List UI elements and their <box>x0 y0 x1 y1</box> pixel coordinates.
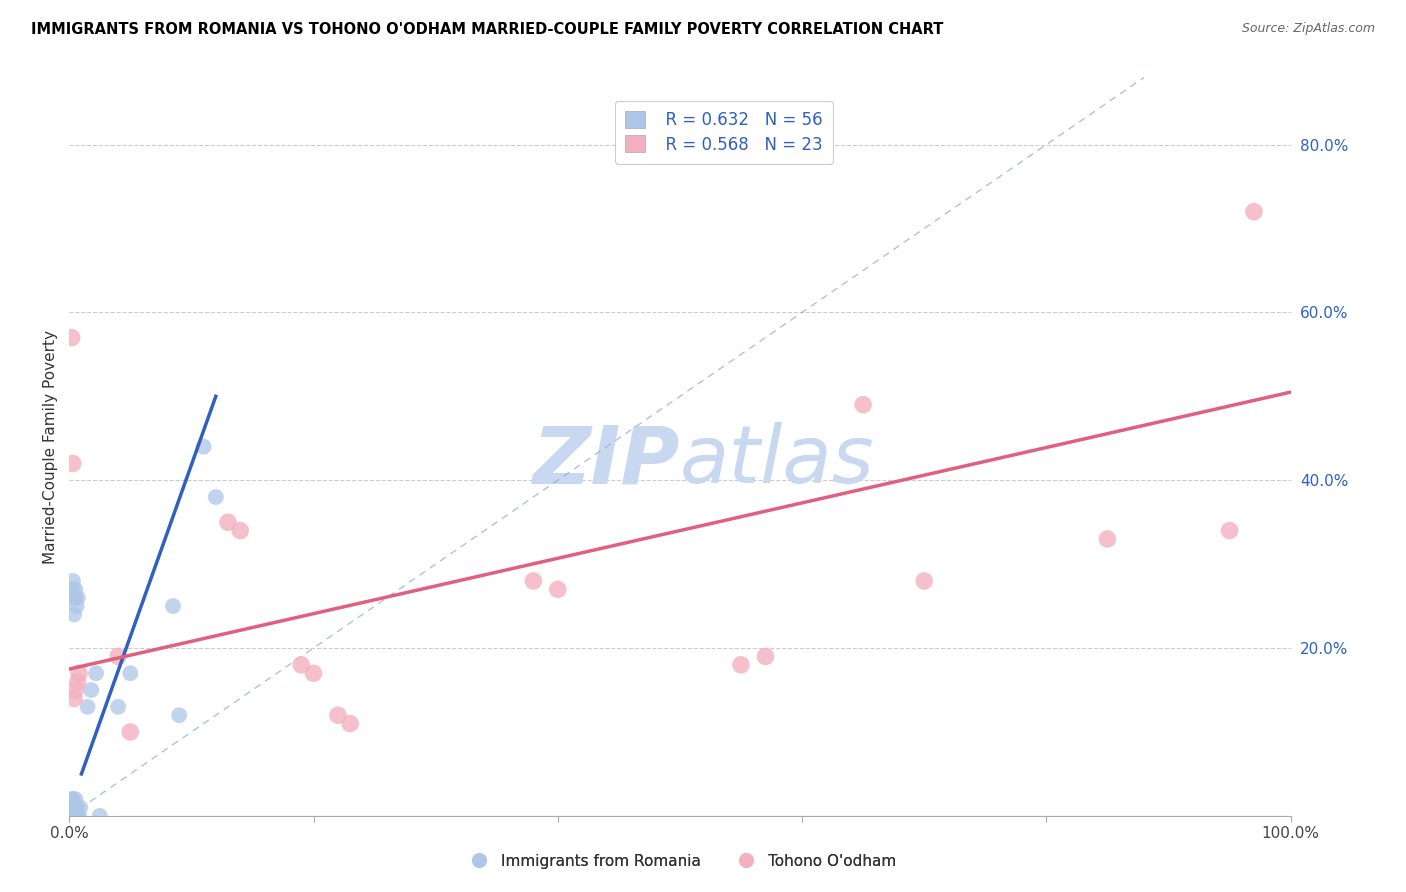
Point <box>204 490 226 504</box>
Point <box>547 582 569 597</box>
Point <box>62 582 84 597</box>
Point <box>62 800 84 814</box>
Point <box>63 809 86 823</box>
Point <box>60 809 83 823</box>
Point <box>84 666 107 681</box>
Point <box>60 792 83 806</box>
Point <box>730 657 752 672</box>
Point <box>60 800 83 814</box>
Point <box>66 591 89 605</box>
Point <box>62 792 84 806</box>
Point <box>65 809 87 823</box>
Y-axis label: Married-Couple Family Poverty: Married-Couple Family Poverty <box>44 330 58 564</box>
Point <box>1243 204 1265 219</box>
Point <box>66 809 89 823</box>
Point <box>290 657 312 672</box>
Text: Source: ZipAtlas.com: Source: ZipAtlas.com <box>1241 22 1375 36</box>
Point <box>65 582 87 597</box>
Point <box>63 809 86 823</box>
Point <box>522 574 544 588</box>
Point <box>754 649 776 664</box>
Point <box>107 649 129 664</box>
Point <box>63 800 86 814</box>
Point <box>69 800 91 814</box>
Point <box>65 792 87 806</box>
Point <box>66 674 89 689</box>
Point <box>62 809 84 823</box>
Point <box>229 524 252 538</box>
Point <box>60 800 83 814</box>
Point <box>59 809 82 823</box>
Point <box>60 809 83 823</box>
Point <box>217 515 239 529</box>
Point <box>65 683 87 698</box>
Point <box>59 809 82 823</box>
Point <box>162 599 184 613</box>
Point <box>76 699 98 714</box>
Point <box>67 809 90 823</box>
Point <box>167 708 190 723</box>
Point <box>62 574 84 588</box>
Point <box>1097 532 1119 546</box>
Point <box>62 800 84 814</box>
Point <box>59 800 82 814</box>
Point <box>65 591 87 605</box>
Point <box>65 599 87 613</box>
Point <box>62 809 84 823</box>
Point <box>60 800 83 814</box>
Point <box>1218 524 1240 538</box>
Point <box>107 699 129 714</box>
Point <box>193 440 215 454</box>
Point <box>60 800 83 814</box>
Point <box>302 666 325 681</box>
Legend: Immigrants from Romania, Tohono O'odham: Immigrants from Romania, Tohono O'odham <box>458 847 903 875</box>
Point <box>59 809 82 823</box>
Point <box>59 800 82 814</box>
Point <box>59 809 82 823</box>
Point <box>89 809 111 823</box>
Point <box>67 666 90 681</box>
Point <box>59 809 82 823</box>
Point <box>60 330 83 344</box>
Point <box>63 591 86 605</box>
Point <box>63 691 86 706</box>
Point <box>65 800 87 814</box>
Point <box>59 809 82 823</box>
Point <box>59 800 82 814</box>
Point <box>912 574 935 588</box>
Text: atlas: atlas <box>681 423 875 500</box>
Point <box>60 809 83 823</box>
Point <box>339 716 361 731</box>
Point <box>59 809 82 823</box>
Point <box>65 809 87 823</box>
Point <box>65 800 87 814</box>
Point <box>120 725 142 739</box>
Point <box>80 683 103 698</box>
Point <box>60 809 83 823</box>
Point <box>326 708 349 723</box>
Point <box>62 809 84 823</box>
Point <box>120 666 142 681</box>
Text: IMMIGRANTS FROM ROMANIA VS TOHONO O'ODHAM MARRIED-COUPLE FAMILY POVERTY CORRELAT: IMMIGRANTS FROM ROMANIA VS TOHONO O'ODHA… <box>31 22 943 37</box>
Text: ZIP: ZIP <box>533 423 681 500</box>
Point <box>63 809 86 823</box>
Point <box>60 809 83 823</box>
Point <box>852 398 875 412</box>
Point <box>62 457 84 471</box>
Point <box>63 607 86 622</box>
